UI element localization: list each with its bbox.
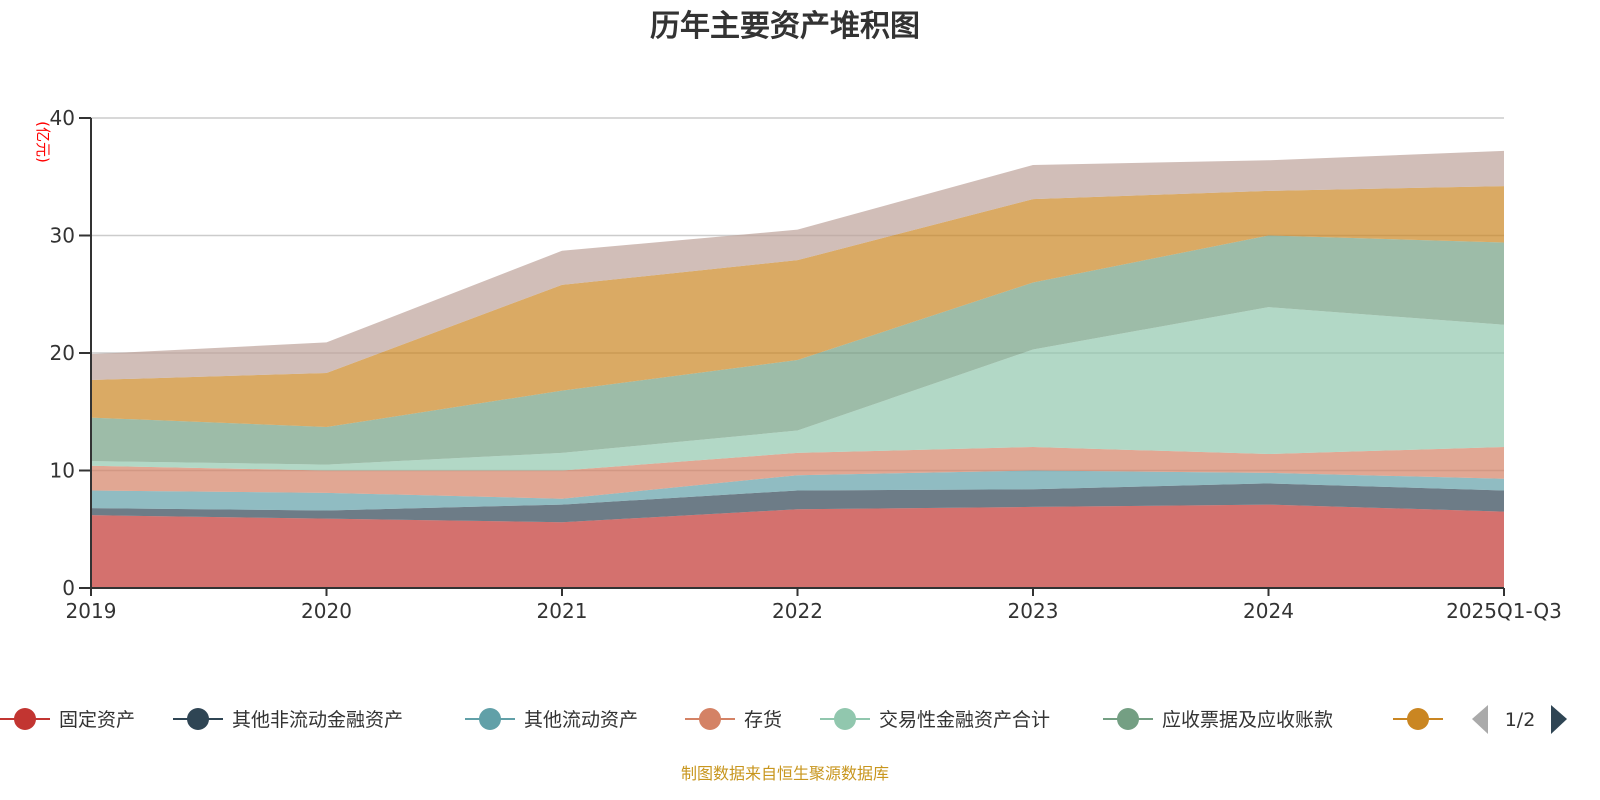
area-series-4 (91, 447, 1504, 499)
legend-item[interactable]: 应收票据及应收账款 (1103, 708, 1333, 731)
area-series-1 (91, 504, 1504, 588)
x-tick-label: 2019 (66, 599, 117, 623)
x-tick-label: 2023 (1008, 599, 1059, 623)
y-tick-label: 40 (50, 106, 75, 130)
x-tick-label: 2020 (301, 599, 352, 623)
legend-next-page-icon[interactable] (1551, 705, 1567, 734)
legend-item[interactable]: 存货 (685, 708, 782, 731)
x-tick-label: 2022 (772, 599, 823, 623)
legend-label: 固定资产 (59, 709, 135, 731)
chart-title: 历年主要资产堆积图 (650, 9, 920, 44)
legend-label: 应收票据及应收账款 (1162, 709, 1333, 731)
legend-item[interactable]: 固定资产 (0, 708, 135, 731)
legend-label: 交易性金融资产合计 (879, 709, 1050, 731)
area-series-2 (91, 483, 1504, 523)
legend-circle-icon (1407, 708, 1429, 730)
legend-item[interactable]: 交易性金融资产合计 (820, 708, 1050, 731)
data-source: 制图数据来自恒生聚源数据库 (681, 764, 889, 783)
legend-circle-icon (834, 708, 856, 730)
legend-label: 其他流动资产 (524, 709, 638, 731)
legend-circle-icon (1117, 708, 1139, 730)
area-series-8 (91, 150, 1504, 381)
x-tick-label: 2024 (1243, 599, 1294, 623)
area-series-5 (91, 307, 1504, 471)
y-tick-label: 30 (50, 224, 75, 248)
legend-circle-icon (479, 708, 501, 730)
legend-item[interactable]: 其他流动资产 (465, 708, 638, 731)
y-tick-label: 10 (50, 459, 75, 483)
x-tick-label: 2021 (537, 599, 588, 623)
legend-circle-icon (699, 708, 721, 730)
legend-item[interactable]: 其他非流动金融资产 (173, 708, 403, 731)
y-axis-unit: (亿元) (34, 121, 52, 163)
y-tick-label: 20 (50, 341, 75, 365)
legend-prev-page-icon[interactable] (1472, 705, 1488, 734)
y-tick-label: 0 (62, 576, 75, 600)
legend-circle-icon (187, 708, 209, 730)
legend-page-indicator: 1/2 (1505, 709, 1536, 731)
area-series-3 (91, 470, 1504, 511)
legend-circle-icon (14, 708, 36, 730)
x-tick-label: 2025Q1-Q3 (1446, 599, 1562, 623)
legend-label: 其他非流动金融资产 (232, 709, 403, 731)
area-series-7 (91, 186, 1504, 428)
legend-item[interactable] (1393, 708, 1443, 730)
area-series-6 (91, 235, 1504, 465)
legend-label: 存货 (744, 709, 782, 731)
